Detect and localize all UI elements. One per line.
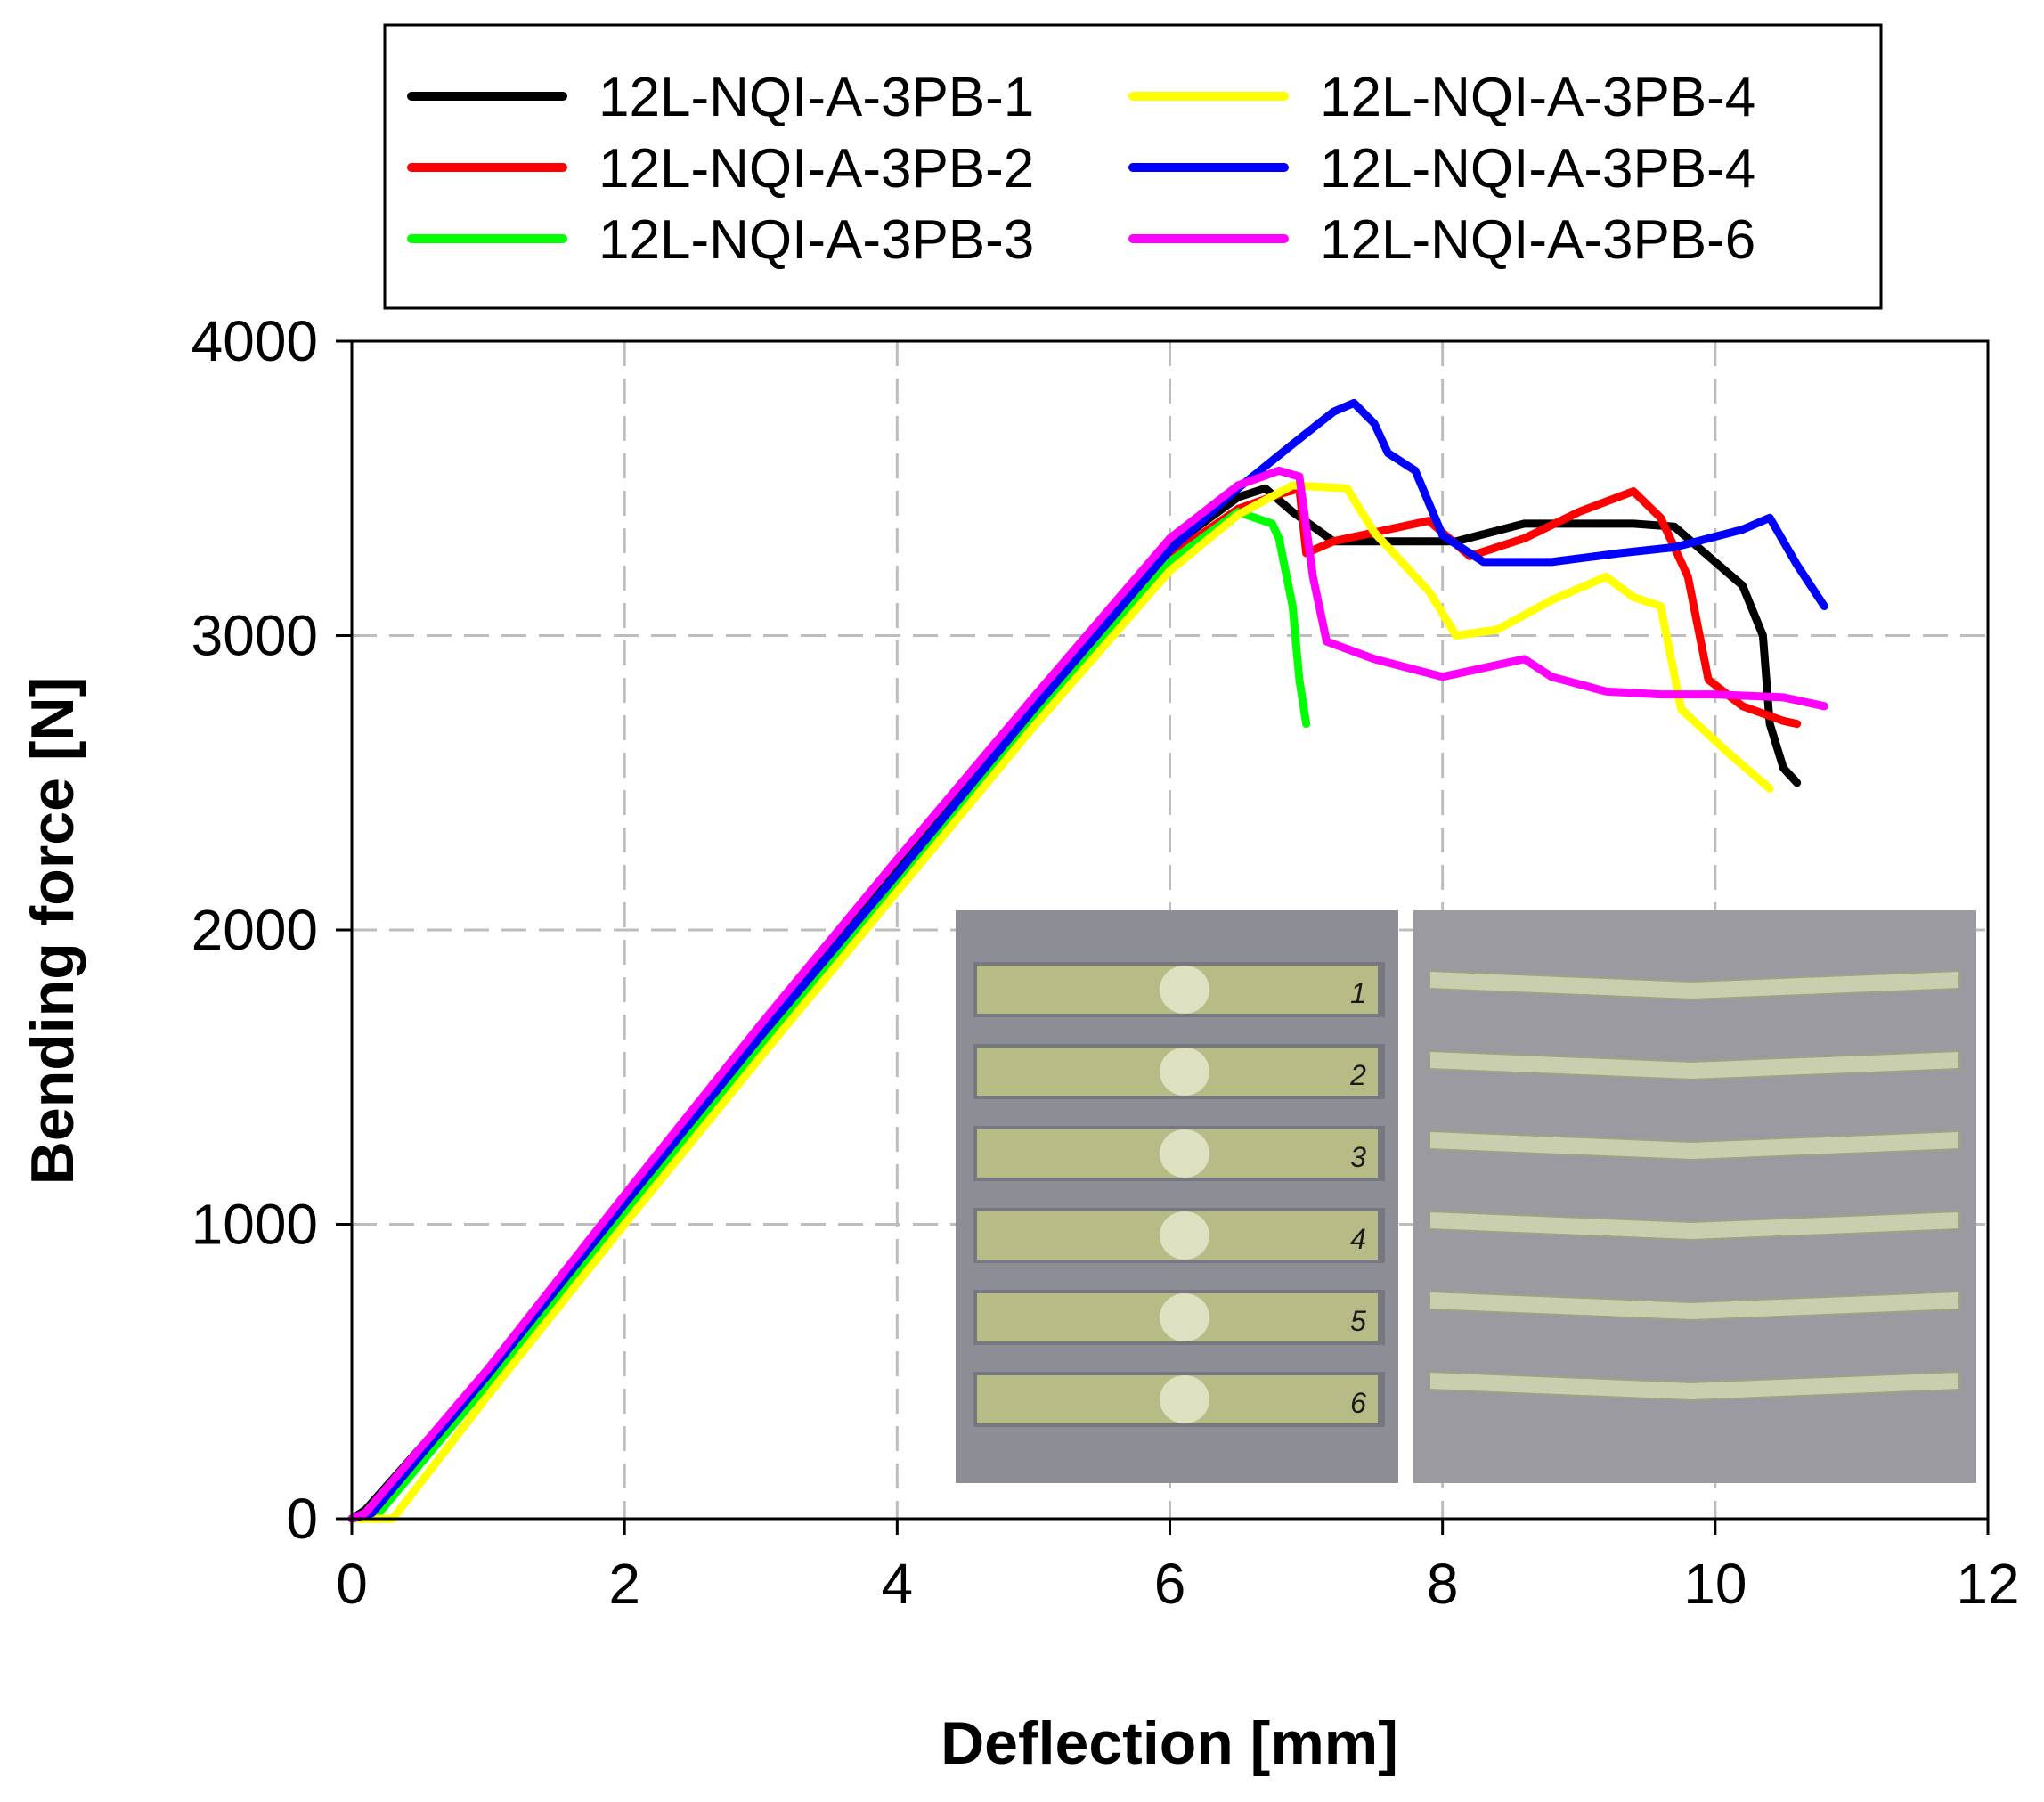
y-tick-label: 1000	[191, 1193, 318, 1257]
series-line-6	[347, 466, 1828, 1523]
specimen-strip-top: 5	[973, 1290, 1385, 1345]
legend-label: 12L-NQI-A-3PB-4	[1320, 138, 1755, 200]
x-tick-label: 4	[882, 1552, 914, 1616]
y-tick-label: 4000	[191, 309, 318, 373]
y-tick-label: 3000	[191, 604, 318, 668]
x-tick-label: 12	[1956, 1552, 2019, 1616]
legend-label: 12L-NQI-A-3PB-6	[1320, 209, 1755, 271]
specimen-strip-top: 6	[973, 1372, 1385, 1427]
x-tick-label: 6	[1154, 1552, 1186, 1616]
series-line-3	[347, 508, 1311, 1523]
x-tick-label: 10	[1683, 1552, 1747, 1616]
legend-label: 12L-NQI-A-3PB-4	[1320, 67, 1755, 128]
specimen-number: 5	[1350, 1305, 1366, 1337]
y-axis-title: Bending force [N]	[19, 677, 86, 1185]
specimen-strip-side	[1429, 1049, 1960, 1081]
x-tick-label: 2	[608, 1552, 640, 1616]
specimen-strip-side	[1429, 1370, 1960, 1402]
specimen-photos-inset: 1 2 3 4 5 6	[956, 910, 1976, 1483]
legend-label: 12L-NQI-A-3PB-2	[599, 138, 1034, 200]
legend-label: 12L-NQI-A-3PB-1	[599, 67, 1034, 128]
specimen-strip-top: 4	[973, 1208, 1385, 1263]
specimen-number: 4	[1350, 1223, 1366, 1255]
specimen-strip-side	[1429, 1290, 1960, 1322]
specimen-strip-side	[1429, 969, 1960, 1001]
series-line-4	[347, 481, 1774, 1523]
specimen-strip-side	[1429, 1210, 1960, 1242]
y-tick-label: 2000	[191, 898, 318, 962]
x-tick-label: 8	[1427, 1552, 1459, 1616]
specimen-number: 3	[1350, 1141, 1366, 1173]
data-series	[347, 398, 1828, 1523]
legend-label: 12L-NQI-A-3PB-3	[599, 209, 1034, 271]
specimen-number: 2	[1349, 1059, 1366, 1091]
specimen-strip-side	[1429, 1129, 1960, 1162]
specimen-strip-top: 2	[973, 1044, 1385, 1099]
x-axis-title: Deflection [mm]	[941, 1709, 1398, 1777]
specimen-number: 1	[1350, 977, 1366, 1009]
legend: 12L-NQI-A-3PB-1 12L-NQI-A-3PB-2 12L-NQI-A-…	[383, 23, 1883, 310]
specimen-strip-top: 1	[973, 962, 1385, 1017]
y-tick-label: 0	[286, 1487, 318, 1551]
x-tick-label: 0	[336, 1552, 368, 1616]
top-view-strips: 1 2 3 4 5 6	[973, 962, 1385, 1427]
series-line-5	[347, 398, 1828, 1523]
side-view-strips	[1429, 969, 1960, 1402]
specimen-number: 6	[1350, 1387, 1366, 1419]
specimen-strip-top: 3	[973, 1126, 1385, 1181]
